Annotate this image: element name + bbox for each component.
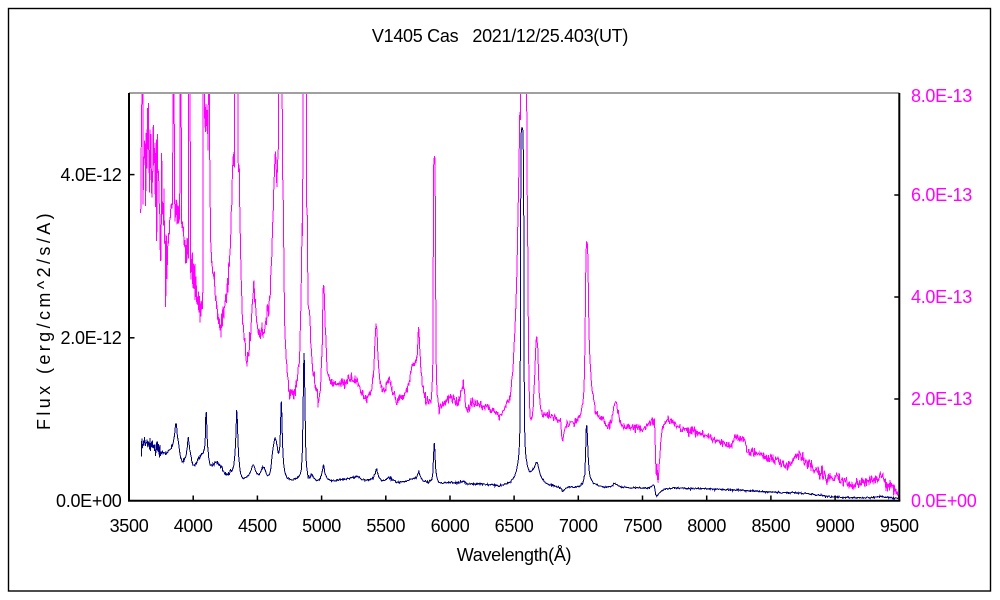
svg-text:Flux (erg/cm^2/s/A): Flux (erg/cm^2/s/A) bbox=[34, 210, 54, 430]
svg-text:7500: 7500 bbox=[623, 516, 662, 536]
svg-text:9000: 9000 bbox=[816, 516, 855, 536]
svg-text:8000: 8000 bbox=[687, 516, 726, 536]
svg-text:7000: 7000 bbox=[559, 516, 598, 536]
svg-text:Wavelength(Å): Wavelength(Å) bbox=[457, 545, 571, 565]
svg-text:6000: 6000 bbox=[431, 516, 470, 536]
svg-text:4000: 4000 bbox=[174, 516, 213, 536]
svg-text:6.0E-13: 6.0E-13 bbox=[911, 185, 972, 205]
svg-text:9500: 9500 bbox=[880, 516, 919, 536]
svg-text:6500: 6500 bbox=[495, 516, 534, 536]
svg-text:2.0E-12: 2.0E-12 bbox=[61, 328, 122, 348]
svg-text:4.0E-12: 4.0E-12 bbox=[61, 165, 122, 185]
svg-text:0.0E+00: 0.0E+00 bbox=[911, 491, 977, 511]
svg-text:8500: 8500 bbox=[751, 516, 790, 536]
svg-text:0.0E+00: 0.0E+00 bbox=[56, 491, 122, 511]
svg-text:5000: 5000 bbox=[302, 516, 341, 536]
svg-text:V1405 Cas 2021/12/25.403(UT): V1405 Cas 2021/12/25.403(UT) bbox=[372, 26, 628, 46]
svg-text:2.0E-13: 2.0E-13 bbox=[911, 389, 972, 409]
svg-text:4.0E-13: 4.0E-13 bbox=[911, 287, 972, 307]
svg-text:3500: 3500 bbox=[110, 516, 149, 536]
svg-text:5500: 5500 bbox=[366, 516, 405, 536]
svg-text:8.0E-13: 8.0E-13 bbox=[911, 86, 972, 106]
svg-text:4500: 4500 bbox=[238, 516, 277, 536]
